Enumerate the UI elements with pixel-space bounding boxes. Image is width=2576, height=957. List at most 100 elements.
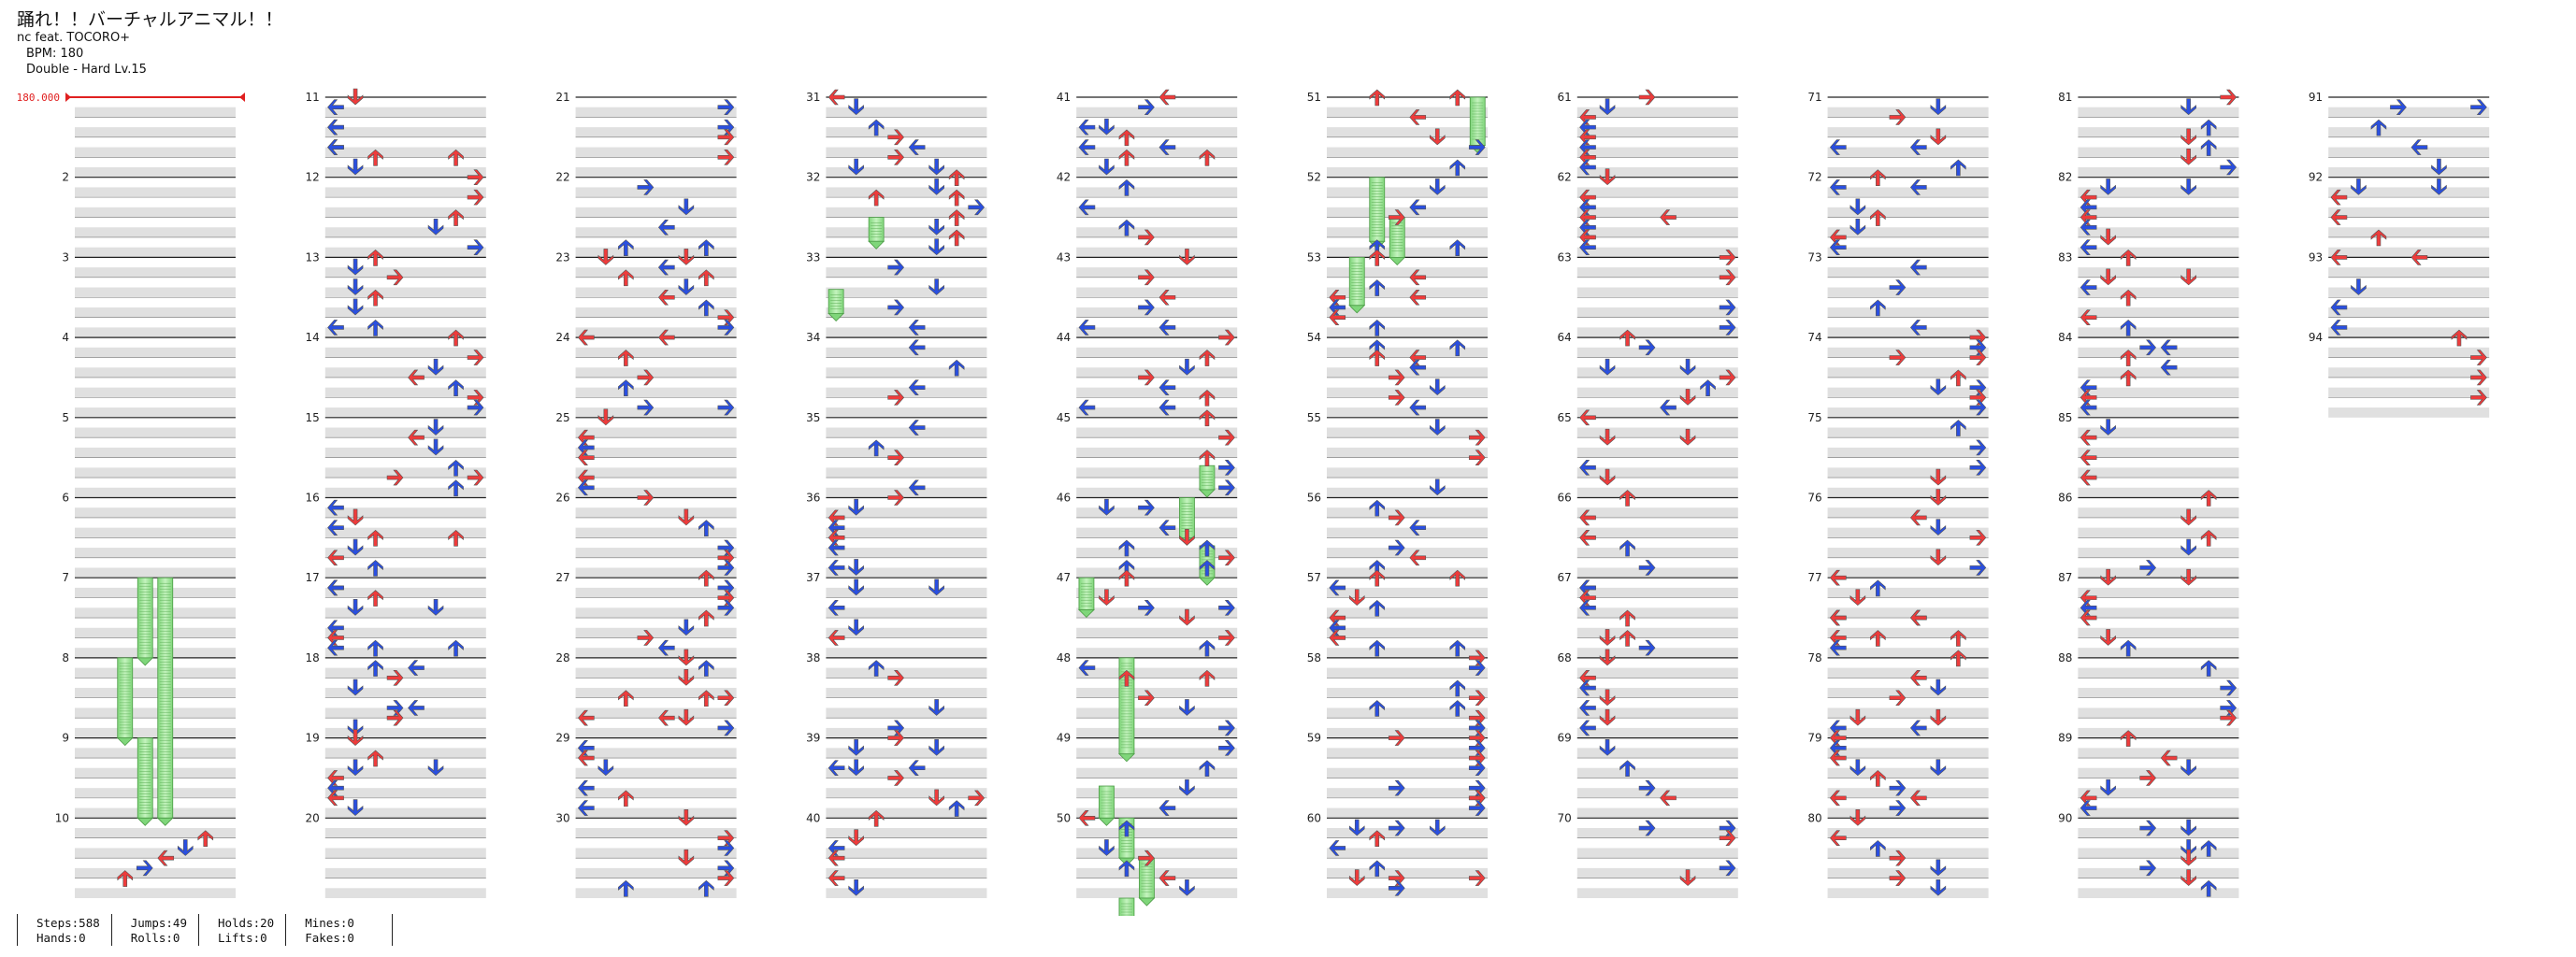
measure-stripe (1327, 667, 1488, 678)
left-arrow-icon (1409, 289, 1427, 306)
up-arrow-icon (618, 239, 634, 256)
measure-number: 9 (62, 732, 69, 745)
up-arrow-icon (1449, 239, 1466, 256)
measure-number: 25 (555, 411, 569, 424)
left-arrow-icon (908, 379, 926, 395)
measure-stripe (826, 667, 987, 678)
left-arrow-icon (1579, 209, 1596, 225)
measure-stripe (826, 548, 987, 558)
measure-stripe (1076, 447, 1238, 458)
measure-stripe (324, 287, 486, 298)
measure-stripe (2078, 828, 2239, 838)
left-arrow-icon (327, 770, 344, 786)
down-arrow-icon (1930, 519, 1947, 536)
measure-stripe (575, 247, 737, 258)
measure-stripe (1327, 307, 1488, 318)
hold-note (1117, 657, 1135, 763)
up-arrow-icon (367, 660, 383, 677)
right-arrow-icon (1638, 779, 1656, 796)
left-arrow-icon (1829, 639, 1847, 656)
measure-stripe (575, 667, 737, 678)
measure-stripe (2078, 287, 2239, 298)
measure-stripe (2328, 207, 2490, 218)
measure-stripe (1576, 828, 1738, 838)
measure-number: 49 (1057, 732, 1071, 745)
left-arrow-icon (2080, 209, 2097, 225)
left-arrow-icon (1158, 139, 1176, 155)
measure-stripe (324, 648, 486, 658)
down-arrow-icon (1930, 98, 1947, 116)
measure-stripe (575, 607, 737, 619)
measure-stripe (324, 467, 486, 478)
measure-stripe (1076, 247, 1238, 258)
hold-note (1098, 785, 1115, 826)
measure-stripe (1327, 767, 1488, 778)
down-arrow-icon (848, 878, 864, 896)
measure-number: 57 (1307, 571, 1321, 584)
measure-stripe (324, 848, 486, 859)
left-arrow-icon (1579, 679, 1596, 696)
stat-label: Holds (217, 916, 253, 930)
left-arrow-icon (1579, 670, 1596, 686)
measure-stripe (1327, 867, 1488, 878)
left-arrow-icon (1158, 379, 1176, 395)
left-arrow-icon (1409, 550, 1427, 566)
up-arrow-icon (1449, 339, 1466, 357)
measure-number: 4 (62, 331, 69, 344)
left-arrow-icon (1579, 189, 1596, 206)
up-arrow-icon (1449, 700, 1466, 717)
left-arrow-icon (908, 339, 926, 356)
measure-stripe (1576, 848, 1738, 859)
up-arrow-icon (448, 459, 464, 477)
down-arrow-icon (2100, 179, 2116, 195)
down-arrow-icon (678, 649, 695, 666)
measure-number: 59 (1307, 732, 1321, 745)
up-arrow-icon (698, 879, 714, 897)
right-arrow-icon (467, 189, 484, 206)
up-arrow-icon (448, 529, 464, 547)
measure-stripe (2078, 467, 2239, 478)
measure-stripe (575, 127, 737, 137)
measure-stripe (1327, 347, 1488, 358)
up-arrow-icon (1369, 860, 1386, 878)
left-arrow-icon (2160, 359, 2178, 376)
stat-value: 0 (347, 916, 354, 930)
measure-number: 10 (55, 811, 69, 824)
measure-stripe (826, 527, 987, 538)
down-arrow-icon (678, 808, 695, 826)
measure-stripe (324, 627, 486, 638)
up-arrow-icon (698, 690, 714, 707)
right-arrow-icon (1889, 779, 1907, 796)
measure-number: 22 (555, 171, 569, 184)
measure-stripe (1076, 767, 1238, 778)
down-arrow-icon (1679, 389, 1696, 406)
left-arrow-icon (827, 870, 845, 886)
down-arrow-icon (678, 849, 695, 866)
measure-stripe (2328, 107, 2490, 118)
left-arrow-icon (1909, 670, 1927, 686)
song-bpm: BPM: 180 (26, 47, 84, 61)
up-arrow-icon (2200, 490, 2217, 507)
measure-number: 28 (555, 651, 569, 664)
measure-number: 12 (306, 171, 320, 184)
measure-number: 27 (555, 571, 569, 584)
up-arrow-icon (948, 229, 965, 247)
right-arrow-icon (887, 670, 905, 686)
measure-stripe (2328, 166, 2490, 178)
hold-note (116, 657, 134, 747)
right-arrow-icon (2470, 369, 2487, 386)
measure-stripe (1827, 227, 1989, 237)
measure-number: 23 (555, 250, 569, 264)
measure-stripe (1076, 888, 1238, 898)
bpm-value: 180.000 (17, 92, 60, 104)
up-arrow-icon (367, 750, 383, 767)
measure-stripe (1327, 367, 1488, 378)
down-arrow-icon (427, 218, 444, 236)
up-arrow-icon (2200, 119, 2217, 136)
measure-stripe (1576, 427, 1738, 438)
up-arrow-icon (1118, 219, 1135, 236)
measure-stripe (826, 507, 987, 518)
up-arrow-icon (948, 359, 965, 377)
right-arrow-icon (1468, 709, 1486, 726)
right-arrow-icon (1218, 720, 1235, 736)
